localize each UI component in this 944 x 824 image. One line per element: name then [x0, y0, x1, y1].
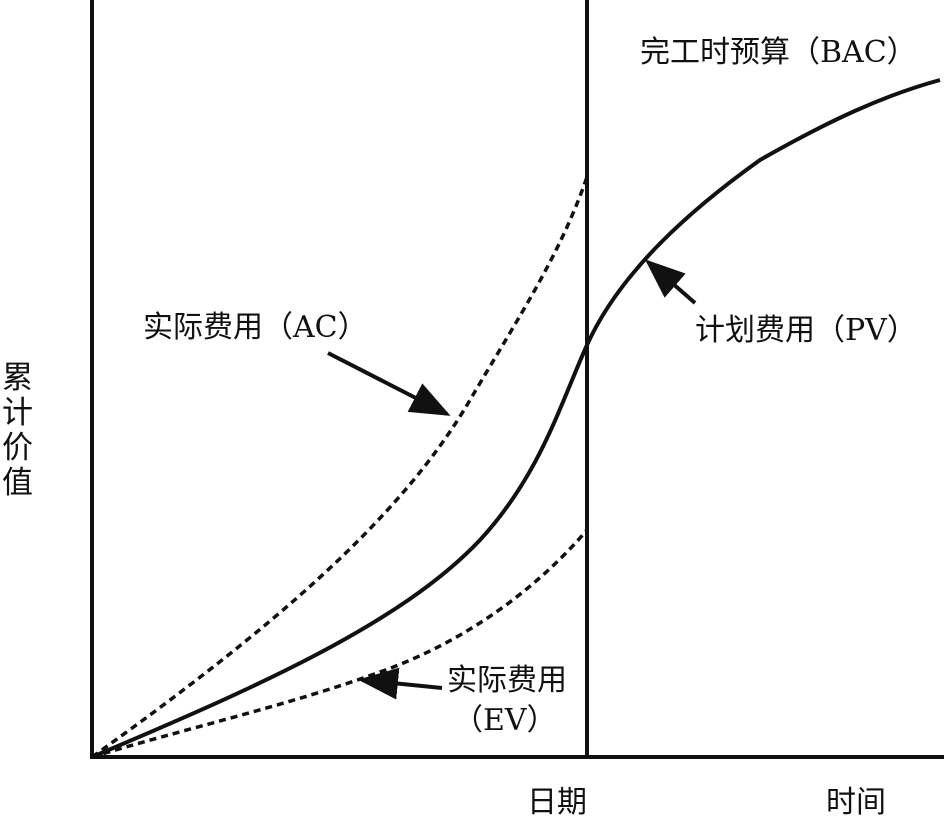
pv-pointer-arrow	[644, 259, 697, 305]
pv-label: 计划费用（PV）	[695, 313, 917, 348]
time-axis-label: 时间	[826, 785, 886, 819]
y-axis-label-char: 计	[2, 395, 33, 431]
bac-label: 完工时预算（BAC）	[640, 35, 917, 70]
ac-label: 实际费用（AC）	[143, 310, 368, 345]
ac-pointer-arrow	[327, 351, 451, 416]
status-date-label: 日期	[527, 785, 587, 819]
y-axis-label: 累 计 价 值	[2, 360, 33, 501]
y-axis-label-char: 累	[2, 360, 33, 396]
ev-pointer-arrow	[358, 667, 443, 700]
pv-curve	[91, 78, 941, 759]
ev-label-line2: （EV）	[453, 703, 557, 738]
ev-label-line1: 实际费用	[447, 663, 567, 698]
y-axis-label-char: 价	[2, 430, 33, 466]
y-axis-label-char: 值	[2, 465, 33, 501]
